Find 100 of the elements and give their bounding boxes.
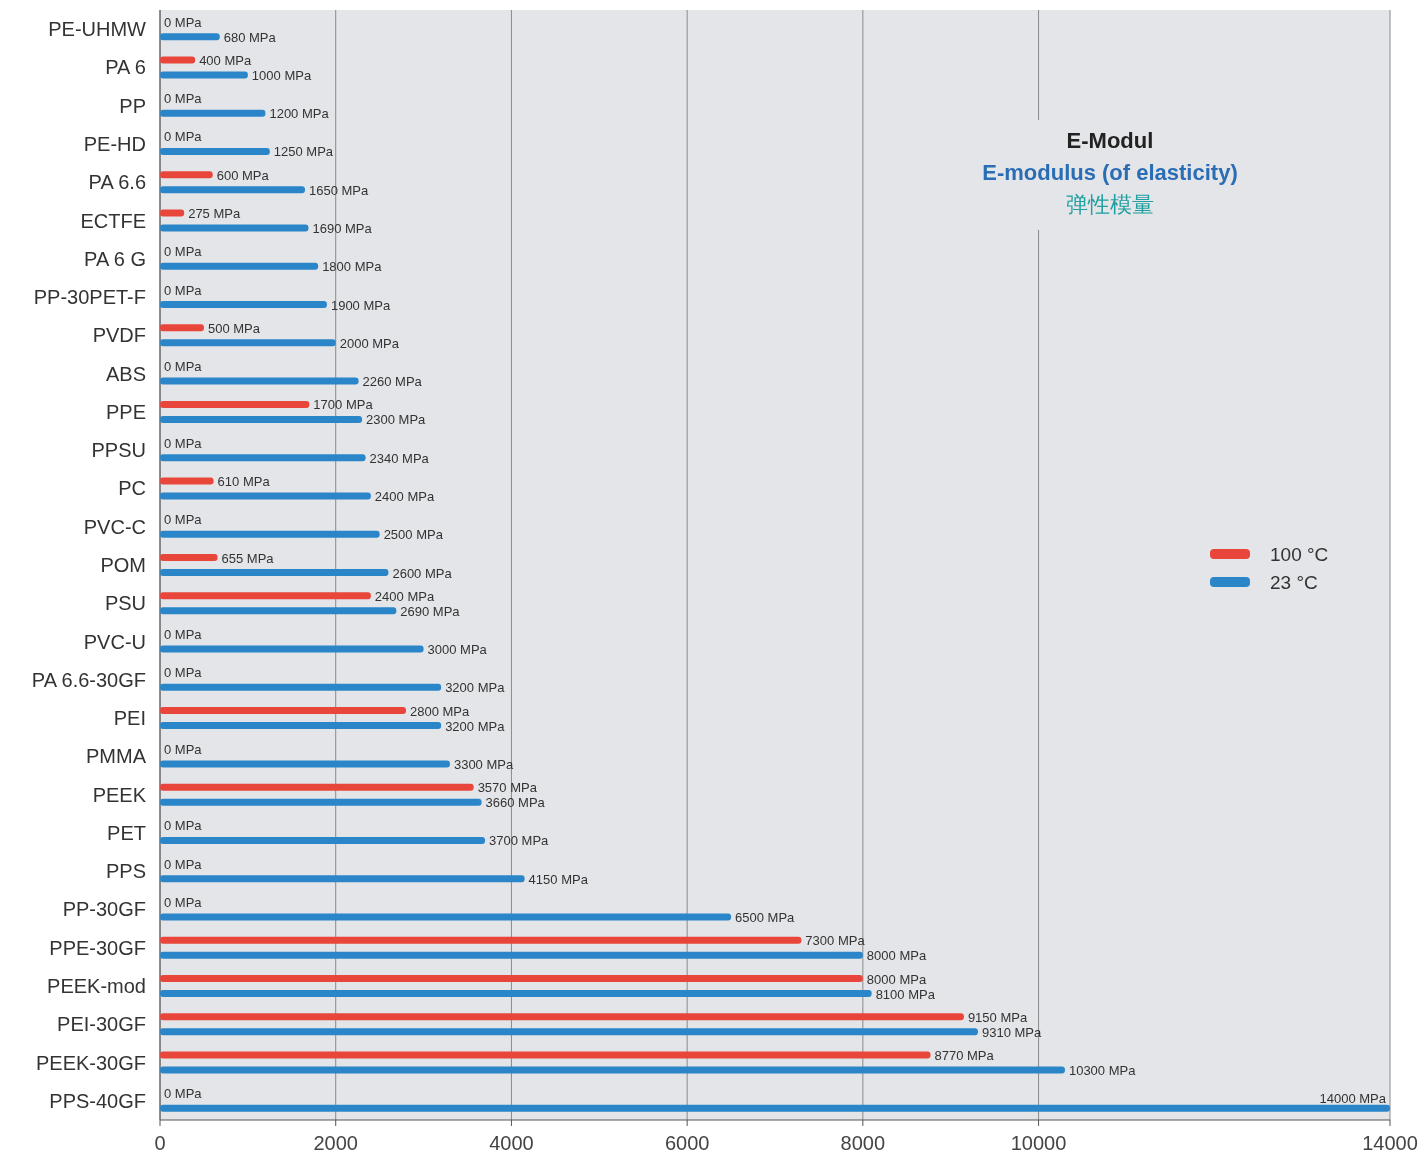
y-tick-label: PSU: [104, 592, 146, 615]
data-label: 8770 MPa: [934, 1048, 995, 1064]
data-label: 3300 MPa: [453, 756, 514, 772]
data-label: 8000 MPa: [866, 948, 927, 964]
bar: [160, 71, 248, 79]
y-tick-label: PVDF: [92, 324, 146, 347]
y-tick-label: PPS-40GF: [49, 1089, 146, 1112]
bar: [160, 400, 310, 408]
data-label: 0 MPa: [164, 856, 203, 872]
bar: [160, 936, 802, 944]
bar: [160, 454, 366, 462]
bar: [160, 1013, 964, 1021]
data-label: 1800 MPa: [322, 259, 383, 275]
data-label: 0 MPa: [164, 14, 203, 30]
x-tick-label: 2000: [313, 1132, 358, 1154]
data-label: 1650 MPa: [308, 182, 369, 198]
y-tick-label: PEEK-30GF: [35, 1051, 146, 1074]
data-label: 0 MPa: [164, 627, 203, 643]
bar: [160, 836, 486, 844]
bar: [160, 798, 482, 806]
bar: [160, 707, 406, 715]
y-tick-label: PMMA: [86, 745, 147, 768]
bar: [160, 760, 450, 768]
bar: [160, 1051, 931, 1059]
y-tick-label: PP-30GF: [62, 898, 146, 921]
data-label: 4150 MPa: [528, 871, 589, 887]
data-label: 7300 MPa: [805, 933, 866, 949]
y-tick-label: POM: [100, 554, 146, 576]
bar: [160, 109, 266, 117]
x-tick-label: 0: [154, 1132, 166, 1154]
bar: [160, 415, 363, 423]
bar: [160, 1104, 1390, 1112]
y-tick-label: PPE-30GF: [49, 936, 146, 959]
bar: [160, 990, 872, 998]
bar: [160, 875, 525, 883]
text: E-Modul: [1066, 128, 1154, 153]
data-label: 6500 MPa: [735, 909, 796, 925]
y-tick-label: PE-HD: [83, 132, 146, 155]
y-tick-label: PE-UHMW: [48, 18, 147, 41]
data-label: 1690 MPa: [312, 221, 373, 237]
data-label: 2800 MPa: [410, 703, 471, 719]
bar: [160, 224, 309, 232]
data-label: 2260 MPa: [362, 374, 423, 390]
data-label: 0 MPa: [164, 1086, 203, 1102]
x-tick-label: 6000: [664, 1132, 710, 1154]
data-label: 1900 MPa: [330, 297, 391, 313]
x-tick-label: 8000: [840, 1132, 886, 1154]
bar: [160, 492, 371, 500]
data-label: 1000 MPa: [251, 67, 312, 83]
data-label: 0 MPa: [164, 244, 203, 260]
data-label: 1250 MPa: [273, 144, 334, 160]
y-tick-label: PEI: [113, 707, 146, 730]
data-label: 0 MPa: [164, 359, 203, 375]
data-label: 2000 MPa: [339, 335, 400, 351]
bar: [160, 324, 204, 332]
data-label: 1200 MPa: [269, 106, 330, 122]
bar: [160, 783, 474, 791]
y-tick-label: PET: [107, 821, 146, 844]
legend-label: 100 °C: [1270, 544, 1329, 565]
y-tick-label: PA 6 G: [84, 247, 146, 270]
data-label: 0 MPa: [164, 665, 203, 681]
bar: [160, 186, 305, 194]
data-label: 500 MPa: [207, 320, 261, 336]
data-label: 3570 MPa: [477, 780, 538, 796]
y-tick-label: ABS: [105, 362, 146, 385]
y-tick-label: PP: [119, 94, 146, 117]
data-label: 2400 MPa: [374, 488, 435, 504]
x-tick-label: 10000: [1010, 1132, 1067, 1154]
data-label: 2300 MPa: [366, 412, 427, 428]
data-label: 0 MPa: [164, 282, 203, 298]
y-tick-label: PA 6: [105, 56, 146, 79]
data-label: 8100 MPa: [875, 986, 936, 1002]
y-tick-label: PPS: [105, 860, 146, 883]
data-label: 3660 MPa: [485, 795, 546, 811]
bar: [160, 209, 185, 217]
data-label: 9310 MPa: [981, 1024, 1042, 1040]
y-tick-label: PEEK: [92, 783, 147, 806]
y-tick-label: PPSU: [91, 439, 146, 462]
bar: [160, 171, 213, 179]
data-label: 9150 MPa: [967, 1009, 1028, 1025]
y-tick-label: PVC-U: [83, 630, 146, 653]
data-label: 0 MPa: [164, 894, 203, 910]
data-label: 600 MPa: [216, 167, 270, 183]
bar: [160, 262, 319, 270]
data-label: 0 MPa: [164, 512, 203, 528]
bar: [160, 645, 424, 653]
data-label: 0 MPa: [164, 818, 203, 834]
bar: [160, 554, 218, 561]
legend-label: 23 °C: [1270, 572, 1318, 593]
bar: [160, 975, 863, 983]
data-label: 14000 MPa: [1319, 1090, 1387, 1106]
bar: [160, 1066, 1065, 1074]
y-tick-label: PP-30PET-F: [33, 286, 146, 309]
data-label: 10300 MPa: [1068, 1063, 1137, 1079]
data-label: 400 MPa: [199, 52, 252, 68]
data-label: 2690 MPa: [400, 603, 461, 619]
data-label: 655 MPa: [221, 550, 275, 566]
bar: [160, 951, 863, 959]
bar: [160, 683, 442, 691]
bar: [160, 607, 397, 615]
